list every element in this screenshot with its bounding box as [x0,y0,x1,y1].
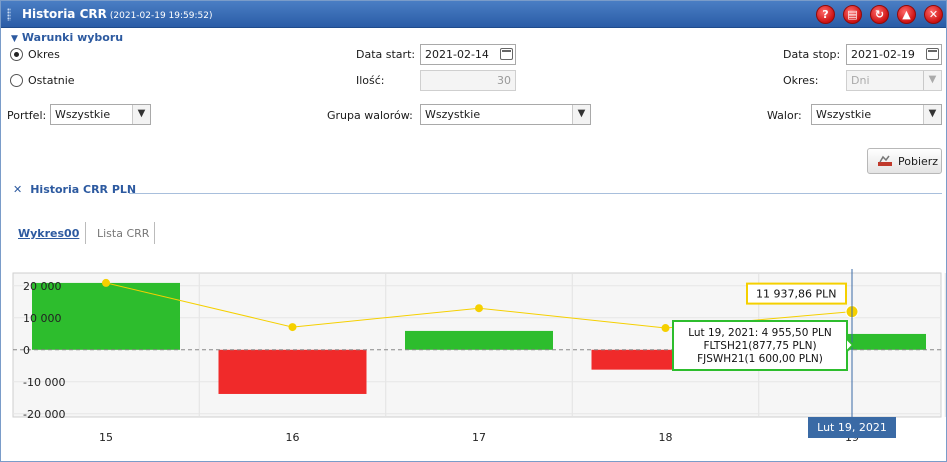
date-stop-label: Data stop: [783,48,841,61]
date-stop-value: 2021-02-19 [851,48,915,61]
period-select[interactable]: Dni ▼ [846,70,942,91]
date-stop-field[interactable]: 2021-02-19 [846,44,942,65]
asset-label: Walor: [767,109,802,122]
count-label: Ilość: [356,74,385,87]
radio-last-label: Ostatnie [28,74,75,87]
filters-section-label: Warunki wyboru [21,31,124,44]
x-tick-label: 15 [99,431,113,444]
title-bar[interactable]: Historia CRR (2021-02-19 19:59:52) ? ▤ ↻ … [1,1,946,28]
bar-tooltip-line: FLTSH21(877,75 PLN) [703,340,816,352]
window-timestamp: (2021-02-19 19:59:52) [109,11,213,21]
collapse-x-icon[interactable]: ✕ [13,183,23,196]
line-point-17 [475,304,483,313]
panel-divider [129,193,942,194]
line-point-18 [661,324,670,333]
chevron-down-icon: ▼ [923,105,941,124]
triangle-down-icon: ▼ [11,34,18,44]
bar-tooltip-line: Lut 19, 2021: 4 955,50 PLN [688,327,832,339]
x-tick-label: 16 [286,431,300,444]
window-title: Historia CRR (2021-02-19 19:59:52) [22,7,213,21]
print-icon[interactable]: ▤ [843,5,862,24]
count-value: 30 [497,74,511,87]
y-tick-label: -20 000 [23,408,65,421]
x-tick-label: 17 [472,431,486,444]
bar-tooltip-pointer [846,338,855,352]
group-select[interactable]: Wszystkie ▼ [420,104,591,125]
bar-tooltip-line: FJSWH21(1 600,00 PLN) [697,353,823,365]
portfolio-label: Portfel: [7,109,47,122]
tab-separator [85,222,86,244]
chevron-down-icon: ▼ [132,105,150,124]
refresh-icon[interactable]: ↻ [870,5,889,24]
chart-panel-header: ✕ Historia CRR PLN [13,183,136,196]
radio-period[interactable] [10,48,23,61]
line-point-16 [288,323,297,332]
asset-value: Wszystkie [816,108,872,121]
line-tooltip-box [746,282,847,305]
portfolio-value: Wszystkie [55,108,111,121]
period-value: Dni [851,74,870,87]
help-icon[interactable]: ? [816,5,835,24]
fetch-icon [878,155,892,166]
date-start-value: 2021-02-14 [425,48,489,61]
line-point-15 [102,278,110,287]
bar-15 [32,282,180,350]
radio-period-label: Okres [28,48,60,61]
crosshair-label: Lut 19, 2021 [817,421,887,434]
chevron-down-icon: ▼ [572,105,590,124]
y-tick-label: 20 000 [23,280,62,293]
group-value: Wszystkie [425,108,481,121]
bar-17 [405,330,553,350]
crr-chart[interactable]: 20 000 10 000 0 -10 000 -20 000 11 937,86 PLN… [1,269,946,461]
tab-separator [154,222,155,244]
period-label: Okres: [783,74,819,87]
count-field[interactable]: 30 [420,70,516,91]
portfolio-select[interactable]: Wszystkie ▼ [50,104,151,125]
bar-tooltip-box [672,320,848,371]
crosshair-label-box [808,417,896,438]
filters-section-toggle[interactable]: ▼ Warunki wyboru [11,31,123,44]
calendar-icon[interactable] [926,48,939,60]
chart-panel-title: Historia CRR PLN [30,183,137,196]
y-tick-label: 0 [23,344,30,357]
collapse-icon[interactable]: ▲ [897,5,916,24]
chevron-down-icon: ▼ [923,71,941,90]
calendar-icon[interactable] [500,48,513,60]
fetch-button[interactable]: Pobierz [867,148,942,174]
date-start-label: Data start: [356,48,416,61]
tab-chart[interactable]: Wykres00 [18,227,80,240]
asset-select[interactable]: Wszystkie ▼ [811,104,942,125]
drag-grip-icon[interactable] [7,8,11,21]
y-tick-label: -10 000 [23,376,65,389]
y-tick-label: 10 000 [23,312,62,325]
group-label: Grupa walorów: [327,109,413,122]
fetch-button-label: Pobierz [898,155,939,168]
line-tooltip-value: 11 937,86 PLN [756,288,836,301]
radio-last[interactable] [10,74,23,87]
close-icon[interactable]: ✕ [924,5,943,24]
bar-16 [218,349,367,394]
x-tick-label: 18 [659,431,673,444]
date-start-field[interactable]: 2021-02-14 [420,44,516,65]
tab-crr-list[interactable]: Lista CRR [97,227,150,240]
